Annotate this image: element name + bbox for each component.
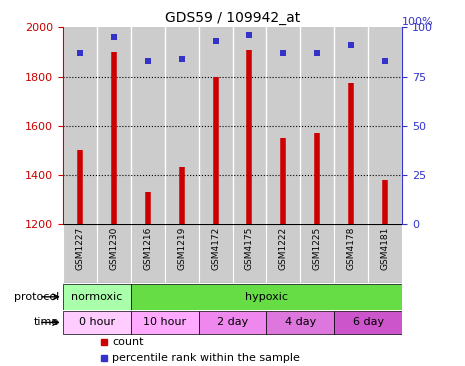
Bar bbox=[334, 311, 402, 334]
Text: 100%: 100% bbox=[402, 18, 434, 27]
Text: GSM1227: GSM1227 bbox=[75, 227, 84, 270]
Bar bbox=[97, 27, 131, 224]
Bar bbox=[266, 224, 300, 284]
Bar bbox=[300, 224, 334, 284]
Text: protocol: protocol bbox=[14, 292, 60, 302]
Text: 0 hour: 0 hour bbox=[79, 317, 115, 328]
Text: GSM1225: GSM1225 bbox=[313, 227, 322, 270]
Text: GSM1219: GSM1219 bbox=[177, 227, 186, 270]
Text: hypoxic: hypoxic bbox=[245, 292, 288, 302]
Bar bbox=[165, 224, 199, 284]
Bar bbox=[97, 224, 131, 284]
Text: 2 day: 2 day bbox=[217, 317, 248, 328]
Bar bbox=[334, 27, 368, 224]
Bar bbox=[131, 27, 165, 224]
Text: percentile rank within the sample: percentile rank within the sample bbox=[112, 353, 300, 363]
Bar bbox=[232, 27, 266, 224]
Text: GSM1216: GSM1216 bbox=[143, 227, 152, 270]
Bar bbox=[63, 284, 131, 310]
Title: GDS59 / 109942_at: GDS59 / 109942_at bbox=[165, 11, 300, 25]
Text: 6 day: 6 day bbox=[353, 317, 384, 328]
Text: GSM4178: GSM4178 bbox=[347, 227, 356, 270]
Bar bbox=[199, 27, 232, 224]
Bar bbox=[199, 311, 266, 334]
Bar bbox=[300, 27, 334, 224]
Text: GSM4175: GSM4175 bbox=[245, 227, 254, 270]
Bar bbox=[266, 27, 300, 224]
Bar bbox=[131, 284, 402, 310]
Text: GSM1230: GSM1230 bbox=[109, 227, 118, 270]
Text: normoxic: normoxic bbox=[71, 292, 122, 302]
Bar bbox=[266, 311, 334, 334]
Bar bbox=[199, 224, 232, 284]
Bar bbox=[334, 224, 368, 284]
Bar bbox=[131, 224, 165, 284]
Text: GSM4172: GSM4172 bbox=[211, 227, 220, 270]
Bar bbox=[131, 311, 199, 334]
Bar bbox=[63, 27, 97, 224]
Bar bbox=[63, 224, 97, 284]
Text: 4 day: 4 day bbox=[285, 317, 316, 328]
Bar bbox=[368, 27, 402, 224]
Bar bbox=[165, 27, 199, 224]
Bar bbox=[63, 311, 131, 334]
Bar bbox=[368, 224, 402, 284]
Text: GSM4181: GSM4181 bbox=[381, 227, 390, 270]
Text: time: time bbox=[34, 317, 60, 328]
Text: count: count bbox=[112, 337, 144, 347]
Text: GSM1222: GSM1222 bbox=[279, 227, 288, 270]
Text: 10 hour: 10 hour bbox=[143, 317, 186, 328]
Bar bbox=[232, 224, 266, 284]
